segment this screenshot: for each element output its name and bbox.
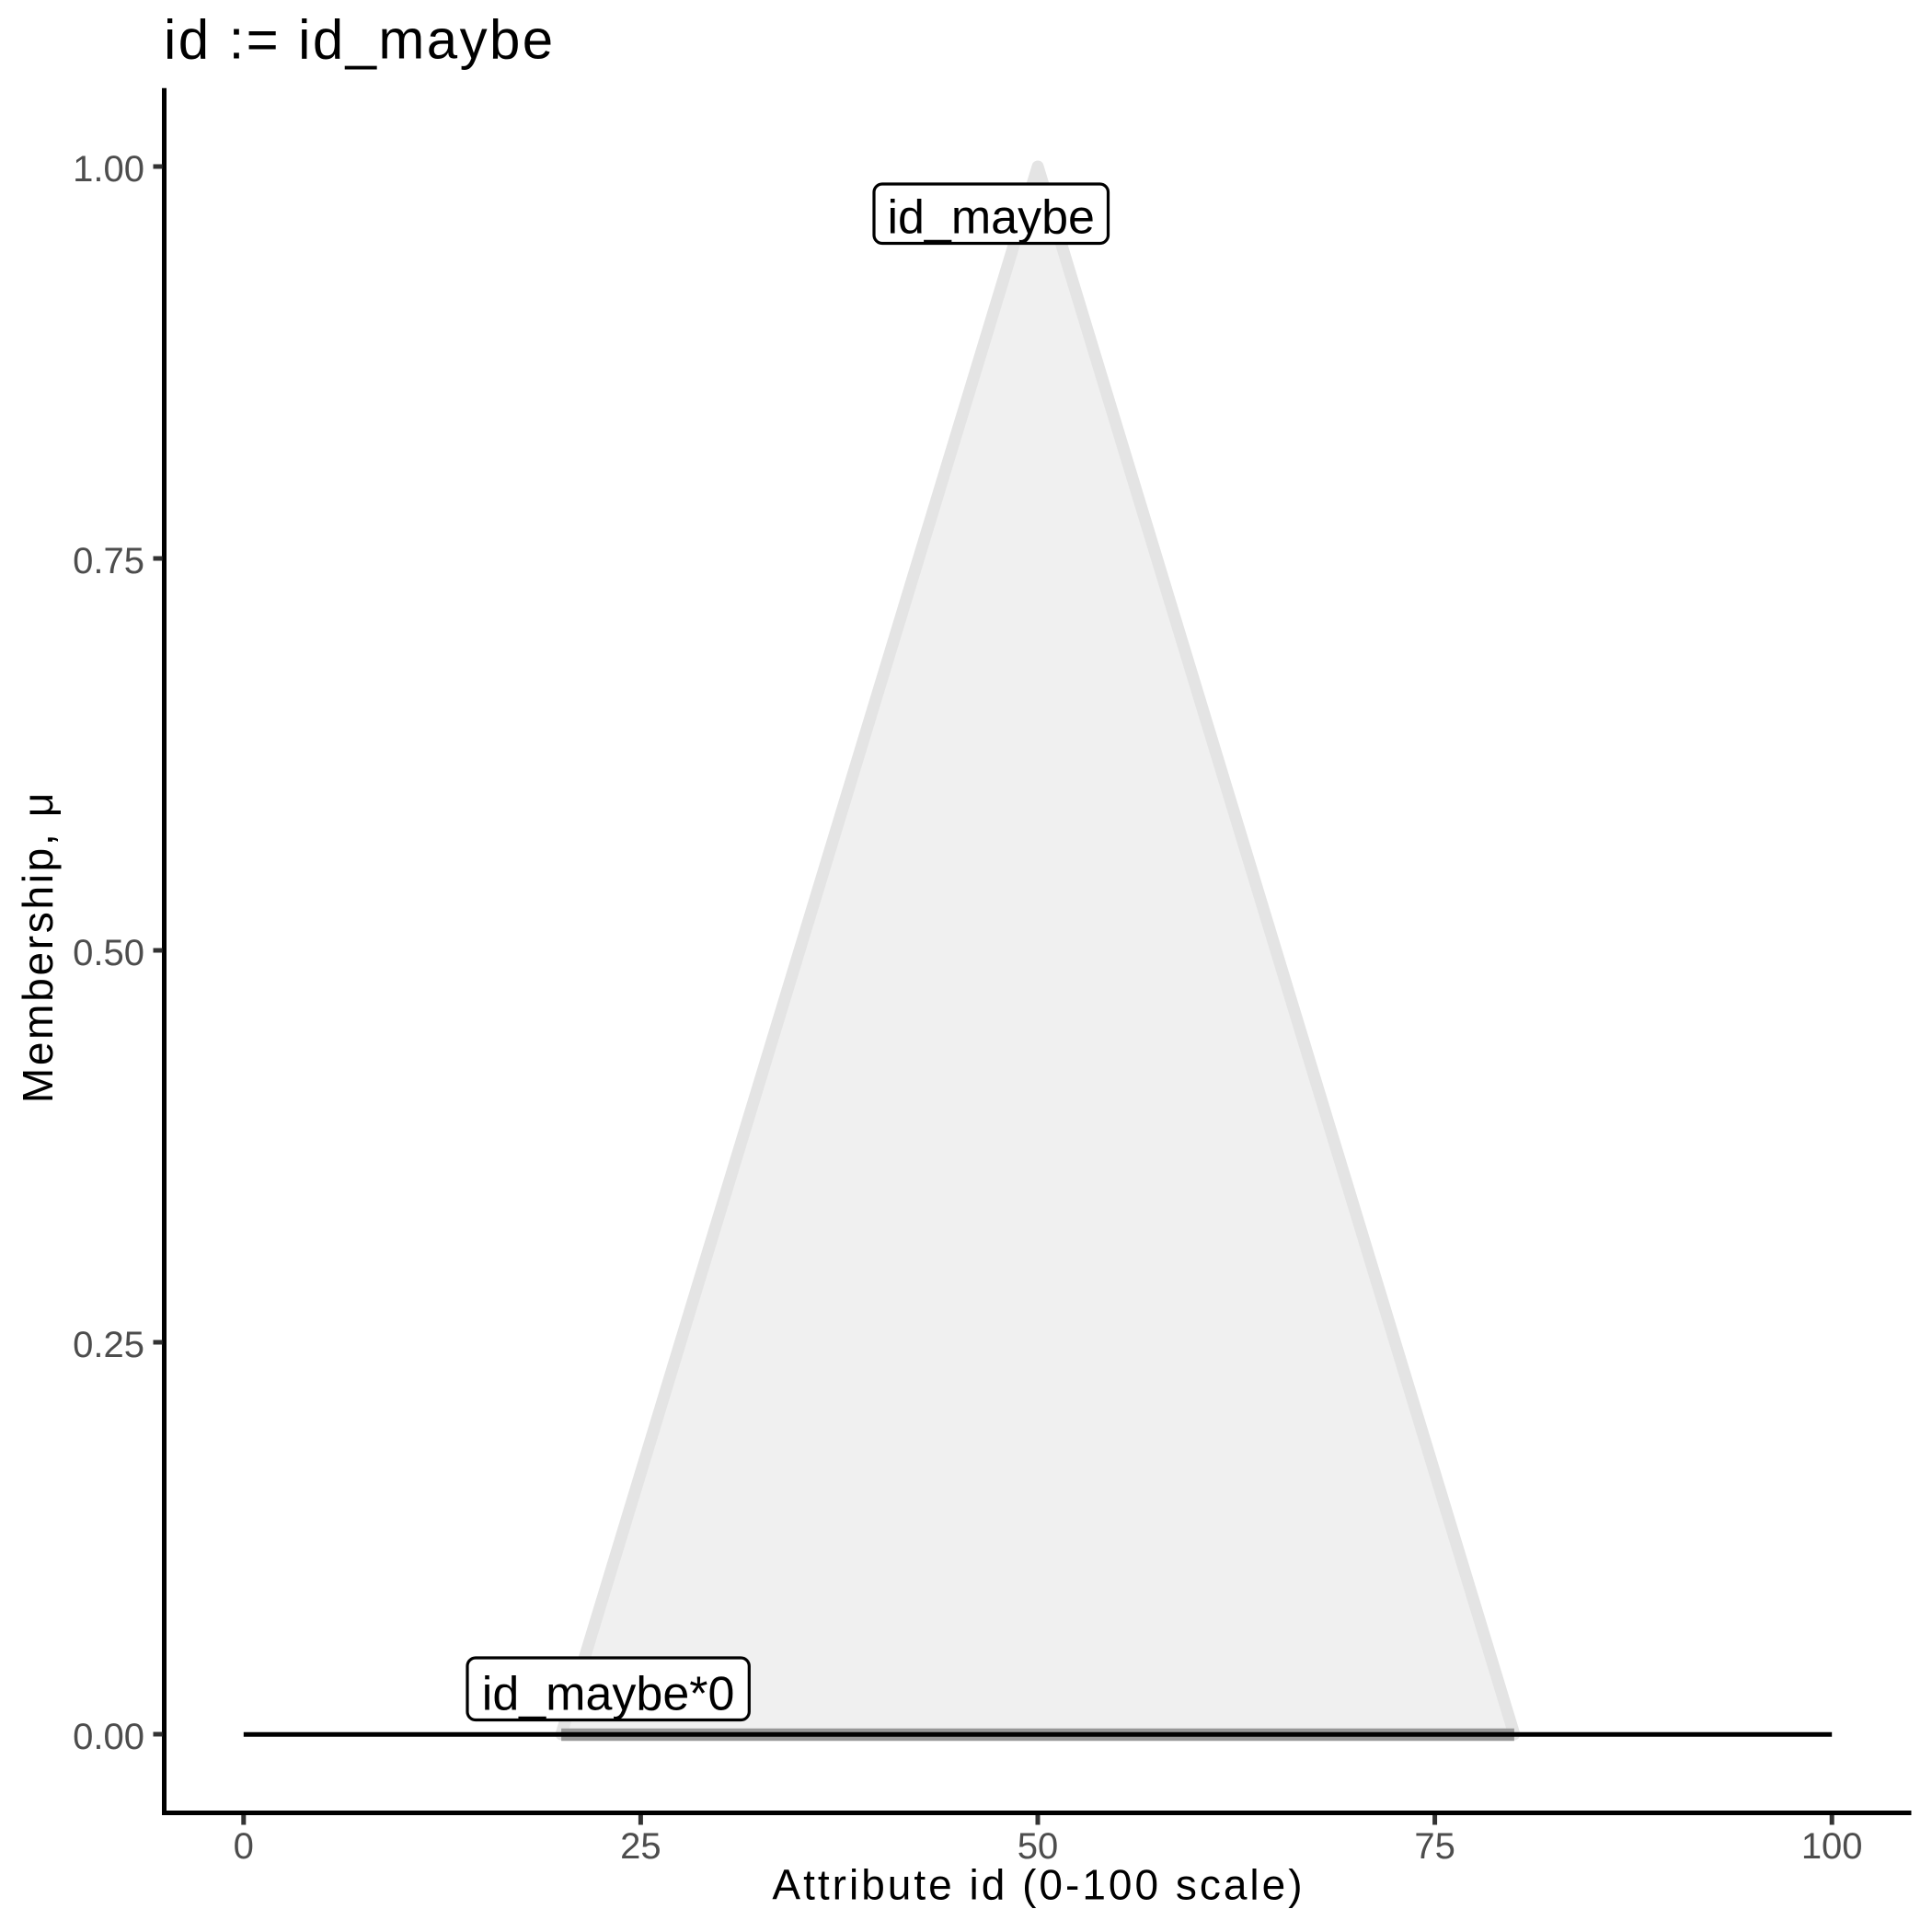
svg-text:Attribute id (0-100 scale): Attribute id (0-100 scale) bbox=[772, 1861, 1305, 1909]
svg-text:0.75: 0.75 bbox=[73, 541, 144, 581]
svg-text:0.00: 0.00 bbox=[73, 1717, 144, 1757]
svg-text:id_maybe: id_maybe bbox=[887, 190, 1094, 244]
svg-text:0.25: 0.25 bbox=[73, 1325, 144, 1365]
svg-text:100: 100 bbox=[1801, 1826, 1863, 1867]
svg-text:25: 25 bbox=[620, 1826, 661, 1867]
svg-text:Membership, μ: Membership, μ bbox=[14, 790, 62, 1103]
svg-text:50: 50 bbox=[1018, 1826, 1059, 1867]
svg-text:75: 75 bbox=[1414, 1826, 1455, 1867]
svg-text:0.50: 0.50 bbox=[73, 933, 144, 973]
svg-text:1.00: 1.00 bbox=[73, 149, 144, 190]
svg-text:id := id_maybe: id := id_maybe bbox=[164, 9, 556, 71]
svg-text:0: 0 bbox=[234, 1826, 254, 1867]
svg-text:id_maybe*0: id_maybe*0 bbox=[482, 1668, 735, 1721]
